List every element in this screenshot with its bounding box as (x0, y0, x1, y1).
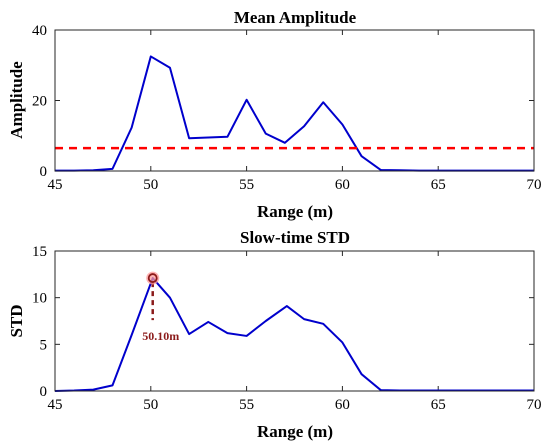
x-tick-label: 65 (431, 177, 446, 193)
y-axis-label: Amplitude (7, 61, 26, 139)
x-tick-label: 55 (239, 177, 254, 193)
plot-area (55, 251, 534, 391)
x-tick-label: 50 (143, 177, 158, 193)
y-tick-label: 5 (40, 337, 48, 353)
plot-frame (54, 250, 535, 392)
x-axis-label: Range (m) (257, 422, 333, 441)
y-tick-label: 40 (32, 23, 47, 39)
y-tick-label: 20 (32, 94, 47, 110)
y-tick-label: 0 (40, 164, 48, 180)
x-tick-label: 60 (335, 397, 350, 413)
y-axis-label: STD (7, 304, 26, 337)
x-tick-label: 65 (431, 397, 446, 413)
peak-annotation-label: 50.10m (142, 329, 179, 343)
x-tick-label: 50 (143, 397, 158, 413)
plot-frame (54, 29, 535, 172)
y-tick-label: 15 (32, 244, 47, 260)
mean-amplitude-chart: Mean Amplitude 45 50 55 60 65 70 0 20 40 Range (… (7, 8, 542, 221)
y-tick-label: 10 (32, 291, 47, 307)
peak-marker (147, 273, 158, 283)
x-tick-label: 60 (335, 177, 350, 193)
slow-time-std-chart: Slow-time STD 50.10m 45 50 55 60 65 70051015 … (7, 228, 542, 441)
x-tick-label: 45 (48, 177, 63, 193)
x-tick-label: 70 (527, 177, 542, 193)
x-axis-label: Range (m) (257, 202, 333, 221)
chart-title: Mean Amplitude (234, 8, 357, 27)
y-tick-label: 0 (40, 384, 48, 400)
chart-title: Slow-time STD (240, 228, 350, 247)
x-tick-label: 70 (527, 397, 542, 413)
plot-area (55, 30, 534, 171)
x-tick-label: 45 (48, 397, 63, 413)
x-tick-label: 55 (239, 397, 254, 413)
